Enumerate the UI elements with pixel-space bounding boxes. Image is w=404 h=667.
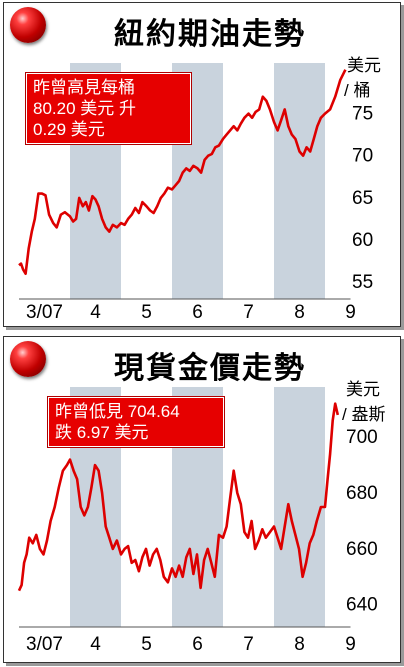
y-tick-label: 640 [346,595,378,616]
x-tick-label-3: 6 [192,302,203,323]
gold-callout-line1: 昨曾低見 704.64 [55,402,180,421]
oil-series-line [18,69,347,275]
red-ball-icon [10,341,46,377]
oil-unit-line2: / 桶 [344,81,370,100]
oil-unit-line1: 美元 [347,56,381,75]
oil-chart-panel: 55 60 65 70 75 3/07 4 5 6 7 8 9 美元 / 桶 紐約期油走勢 昨曾高見… [3,2,401,327]
x-tick-label-6: 9 [345,634,356,655]
x-tick-label-6: 9 [345,302,356,323]
x-tick-label-4: 7 [243,302,254,323]
oil-callout-line1: 昨曾高見每桶 [33,78,135,97]
y-tick-label: 65 [352,188,373,209]
y-tick-label: 55 [352,272,373,293]
x-tick-label-3: 6 [192,634,203,655]
month-band-8 [274,63,325,299]
x-tick-label-0: 3/07 [26,634,63,655]
gold-chart-panel: 640 660 680 700 3/07 4 5 6 7 8 9 美元 / 盎斯 現貨金價走勢 昨… [3,336,401,663]
oil-chart-title: 紐約期油走勢 [114,17,306,52]
gold-unit-line2: / 盎斯 [342,405,385,424]
y-tick-label: 75 [352,104,373,125]
x-tick-label-2: 5 [141,302,152,323]
gold-series-line [17,402,340,592]
y-tick-label: 680 [346,483,378,504]
x-tick-label-5: 8 [294,302,305,323]
gold-chart-title: 現貨金價走勢 [114,351,306,386]
gold-callout: 昨曾低見 704.64 跌 6.97 美元 [48,397,224,447]
oil-callout: 昨曾高見每桶 80.20 美元 升 0.29 美元 [26,73,191,144]
red-ball-icon [10,7,46,43]
y-tick-label: 660 [346,539,378,560]
oil-callout-line3: 0.29 美元 [33,120,105,139]
gold-callout-line2: 跌 6.97 美元 [55,423,149,442]
x-tick-label-0: 3/07 [26,302,63,323]
y-tick-label: 60 [352,230,373,251]
y-tick-label: 700 [346,427,378,448]
month-band-8 [274,387,325,627]
oil-callout-line2: 80.20 美元 升 [33,99,136,118]
gold-unit-line1: 美元 [346,380,380,399]
x-tick-label-2: 5 [141,634,152,655]
x-tick-label-1: 4 [90,302,101,323]
x-tick-label-4: 7 [243,634,254,655]
x-tick-label-5: 8 [294,634,305,655]
x-tick-label-1: 4 [90,634,101,655]
y-tick-label: 70 [352,146,373,167]
